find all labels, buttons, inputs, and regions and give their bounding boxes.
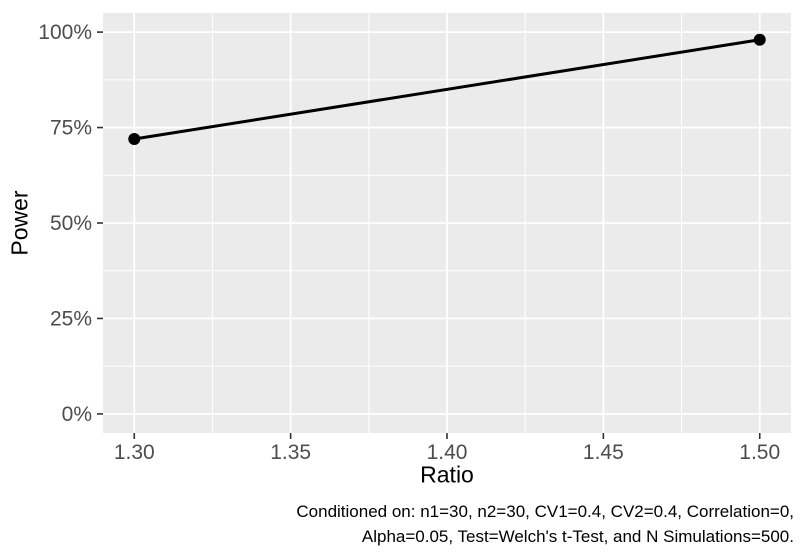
y-tick-label: 100% [38,21,92,44]
x-tick-label: 1.50 [739,441,780,464]
x-axis-title: Ratio [420,461,474,488]
y-tick-label: 50% [50,212,92,235]
x-tick-label: 1.35 [270,441,311,464]
x-tick-label: 1.40 [427,441,468,464]
data-point [128,133,141,145]
y-tick-label: 0% [62,403,92,426]
y-tick-label: 25% [50,307,92,330]
x-tick-label: 1.45 [583,441,624,464]
power-line [134,38,760,141]
caption-line-2: Alpha=0.05, Test=Welch's t-Test, and N S… [361,527,794,546]
data-point [753,33,766,46]
y-axis-title: Power [6,190,33,256]
y-tick-label: 75% [50,117,92,140]
caption-line-1: Conditioned on: n1=30, n2=30, CV1=0.4, C… [296,502,794,521]
x-tick-label: 1.30 [114,441,155,464]
caption: Conditioned on: n1=30, n2=30, CV1=0.4, C… [296,499,794,549]
